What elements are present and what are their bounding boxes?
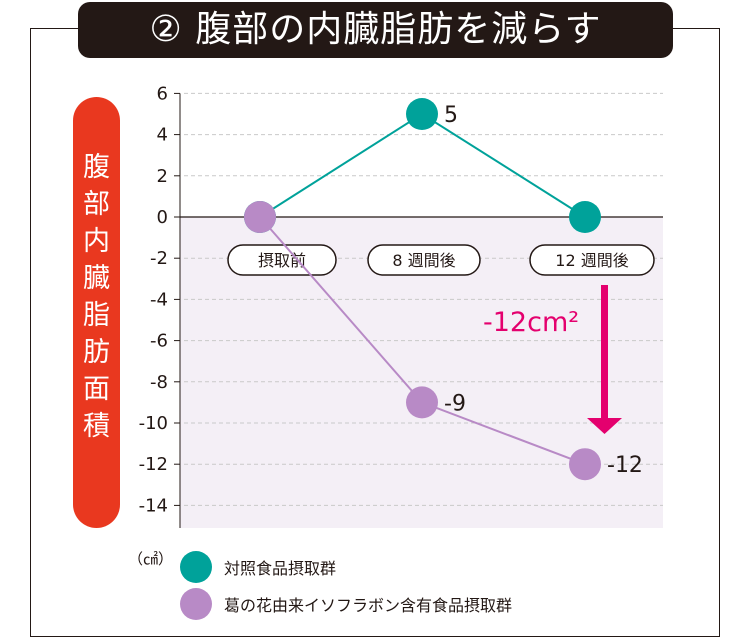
category-label-box (367, 244, 481, 276)
data-point (406, 98, 438, 130)
y-tick-label: 6 (157, 83, 168, 104)
data-label: -9 (444, 391, 466, 416)
arrow-head (587, 418, 622, 434)
x-tick-label: 12 週間後 (555, 251, 628, 270)
data-point (244, 201, 276, 233)
legend-item-control: 対照食品摂取群 (180, 551, 336, 583)
y-axis-label-char: 肪 (83, 337, 110, 368)
data-point (406, 386, 438, 419)
data-point (569, 448, 601, 481)
y-tick-label: 2 (157, 166, 168, 187)
legend-label-control: 対照食品摂取群 (224, 559, 337, 578)
data-label: 5 (444, 103, 458, 128)
y-tick-label: -8 (150, 372, 168, 393)
reduction-annotation: -12cm² (483, 307, 579, 338)
y-tick-label: 4 (157, 125, 168, 146)
category-label-box (529, 244, 655, 276)
y-tick-label: -6 (150, 331, 168, 352)
y-axis-label-char: 脂 (83, 300, 110, 331)
y-axis-label-char: 腹 (83, 152, 110, 183)
y-tick-label: -12 (139, 454, 168, 475)
y-tick-label: -4 (150, 289, 168, 310)
legend-marker-isoflavone (180, 588, 212, 620)
legend-item-isoflavone: 葛の花由来イソフラボン含有食品摂取群 (180, 588, 512, 620)
y-tick-label: -2 (150, 248, 168, 269)
y-axis-label-char: 臓 (83, 263, 110, 294)
y-axis-label: 腹部内臓脂肪面積 (73, 97, 120, 528)
y-tick-label: -14 (139, 495, 168, 516)
y-tick-label: -10 (139, 413, 168, 434)
arrow-shaft (601, 285, 608, 420)
y-axis-label-char: 内 (83, 226, 110, 257)
unit-label: （㎠） (128, 550, 174, 568)
data-point (569, 201, 601, 233)
data-label: -12 (607, 453, 643, 478)
legend-marker-control (180, 551, 212, 583)
y-axis-label-char: 面 (83, 374, 110, 405)
legend-label-isoflavone: 葛の花由来イソフラボン含有食品摂取群 (224, 596, 513, 615)
x-tick-label: 8 週間後 (392, 251, 455, 270)
y-axis-label-char: 部 (83, 189, 110, 220)
category-label-box (227, 244, 337, 276)
chart-title: ② 腹部の内臓脂肪を減らす (78, 2, 673, 58)
y-axis-label-char: 積 (83, 411, 110, 442)
y-tick-label: 0 (157, 207, 168, 228)
